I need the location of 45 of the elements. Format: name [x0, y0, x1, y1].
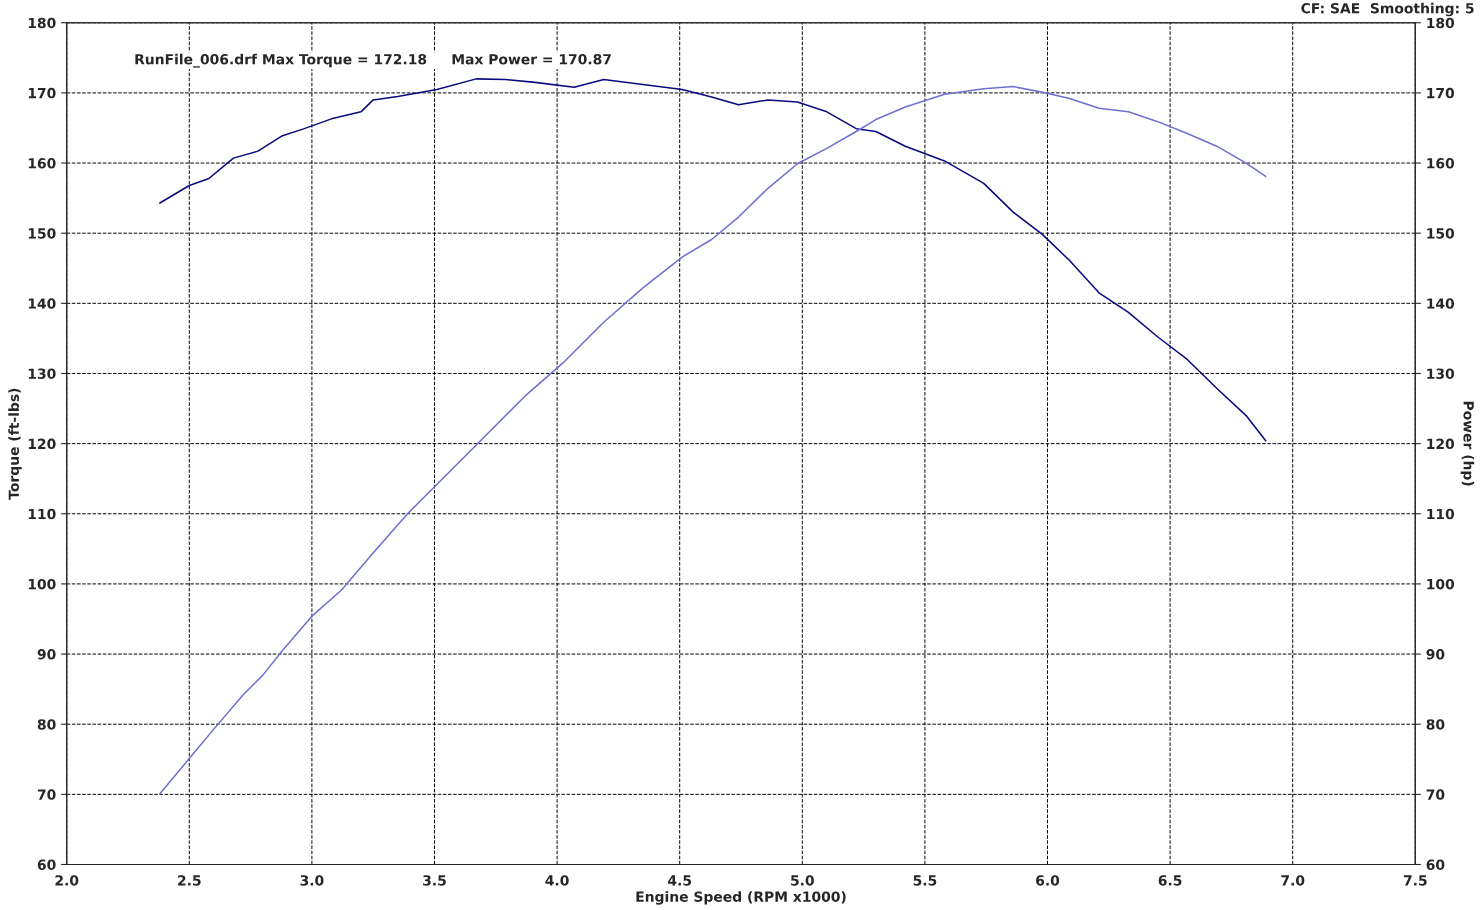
y2-tick-label: 110: [1427, 508, 1455, 520]
y-tick-label: 100: [28, 578, 56, 590]
x-tick-label: 5.5: [913, 875, 937, 886]
y-tick-label: 80: [37, 719, 56, 730]
y-tick-label: 160: [28, 158, 56, 169]
line-series: [159, 85, 1267, 795]
x-tick-label: 4.5: [668, 875, 692, 886]
x-tick-label: 3.0: [300, 875, 324, 886]
y-tick-label: 70: [37, 789, 56, 800]
y2-tick-label: 150: [1427, 228, 1455, 239]
y2-tick-label: 140: [1427, 298, 1455, 309]
x-tick-label: 4.0: [545, 875, 569, 886]
y2-tick-label: 90: [1426, 649, 1445, 660]
y2-axis-title: Power (hp): [1460, 401, 1475, 486]
y2-tick-label: 100: [1427, 578, 1455, 590]
line-series: [159, 78, 1267, 442]
x-tick-label: 6.0: [1036, 875, 1060, 886]
y-tick-label: 60: [37, 859, 56, 870]
x-tick-label: 7.0: [1281, 875, 1305, 886]
y2-tick-label: 120: [1427, 438, 1455, 450]
x-tick-label: 5.0: [791, 875, 814, 886]
y-tick-label: 130: [28, 368, 56, 379]
x-tick-label: 6.5: [1158, 875, 1182, 886]
text: CF: SAE Smoothing: 5: [1301, 2, 1474, 17]
y-axis-title: Torque (ft-lbs): [8, 388, 22, 500]
x-tick-label: 2.5: [178, 875, 201, 886]
y-tick-label: 140: [28, 298, 56, 309]
x-tick-label: 2.0: [55, 875, 79, 886]
x-axis-title: Engine Speed (RPM x1000): [636, 891, 846, 905]
x-tick-label: 7.5: [1403, 875, 1427, 886]
y-tick-label: 180: [28, 17, 56, 29]
x-tick-label: 3.5: [423, 875, 446, 886]
y2-tick-label: 130: [1427, 368, 1455, 379]
annotation: RunFile_006.drf Max Torque = 172.18 Max Power = 170.87: [135, 53, 611, 68]
y2-tick-label: 60: [1426, 859, 1445, 870]
y2-tick-label: 180: [1427, 17, 1455, 29]
y-tick-label: 90: [37, 649, 56, 660]
y2-tick-label: 160: [1427, 158, 1455, 169]
y2-tick-label: 170: [1427, 87, 1455, 99]
y-tick-label: 170: [28, 87, 56, 99]
y-tick-label: 120: [28, 438, 56, 450]
y2-tick-label: 80: [1426, 719, 1445, 730]
y-tick-label: 150: [28, 228, 56, 239]
y-tick-label: 110: [28, 508, 56, 520]
y2-tick-label: 70: [1426, 789, 1445, 800]
